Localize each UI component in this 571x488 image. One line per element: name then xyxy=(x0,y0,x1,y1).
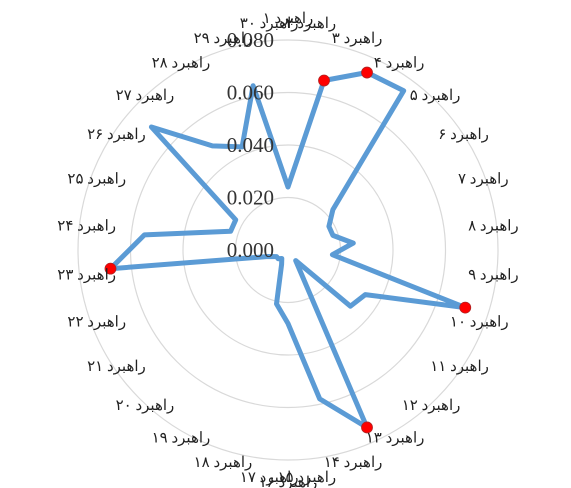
category-label: راهبرد ۶ xyxy=(438,127,489,143)
category-label: راهبرد ۳ xyxy=(332,31,383,47)
highlight-point xyxy=(318,74,330,87)
category-label: راهبرد ۱۱ xyxy=(430,359,489,375)
category-label: راهبرد ۲۳ xyxy=(57,267,116,283)
series-line xyxy=(108,70,468,430)
category-label: راهبرد ۱۳ xyxy=(366,431,425,447)
category-label: راهبرد ۵ xyxy=(410,88,461,104)
tick-label: 0.000 xyxy=(227,238,274,262)
category-label: راهبرد ۲۴ xyxy=(57,219,116,235)
grid-ring xyxy=(182,144,394,356)
category-label: راهبرد ۴ xyxy=(374,55,425,71)
grid-ring xyxy=(77,39,499,461)
category-label: راهبرد ۱ xyxy=(263,11,314,27)
highlight-point xyxy=(459,301,472,314)
highlight-markers xyxy=(104,66,472,434)
category-label: راهبرد ۲۱ xyxy=(87,359,146,375)
category-label: راهبرد ۷ xyxy=(458,171,509,187)
category-label: راهبرد ۱۷ xyxy=(240,470,299,486)
grid-ring xyxy=(129,91,447,409)
highlight-point xyxy=(104,262,117,275)
category-label: راهبرد ۲۵ xyxy=(67,171,126,187)
tick-label: 0.080 xyxy=(227,28,274,52)
category-label: راهبرد ۸ xyxy=(468,219,519,235)
category-label: راهبرد ۱۹ xyxy=(152,431,211,447)
radar-grid xyxy=(77,39,499,461)
category-label: راهبرد ۲۸ xyxy=(152,55,211,71)
category-label: راهبرد ۱۴ xyxy=(324,455,383,471)
category-label: راهبرد ۲۷ xyxy=(116,88,175,104)
category-label: راهبرد ۱۸ xyxy=(194,455,253,471)
category-label: راهبرد ۳۰ xyxy=(240,16,299,32)
tick-label: 0.040 xyxy=(227,133,274,157)
category-label: راهبرد ۱۵ xyxy=(278,470,337,486)
category-label: راهبرد ۲۶ xyxy=(87,127,146,143)
category-label: راهبرد ۲۲ xyxy=(67,315,126,331)
series-layer xyxy=(108,70,468,430)
category-label: راهبرد ۲۹ xyxy=(194,31,253,47)
category-label: راهبرد ۱۰ xyxy=(450,315,509,331)
tick-label: 0.020 xyxy=(227,186,274,210)
category-label: راهبرد ۹ xyxy=(468,267,519,283)
radial-tick-labels: 0.000 0.020 0.040 0.060 0.080 xyxy=(227,28,274,262)
category-label: راهبرد ۲۰ xyxy=(116,398,175,414)
highlight-point xyxy=(361,421,373,434)
category-label: راهبرد ۱۲ xyxy=(402,398,461,414)
tick-label: 0.060 xyxy=(227,81,274,105)
highlight-point xyxy=(361,66,373,79)
category-label: راهبرد ۲ xyxy=(286,16,337,32)
category-label: راهبرد ۱۶ xyxy=(259,475,318,488)
